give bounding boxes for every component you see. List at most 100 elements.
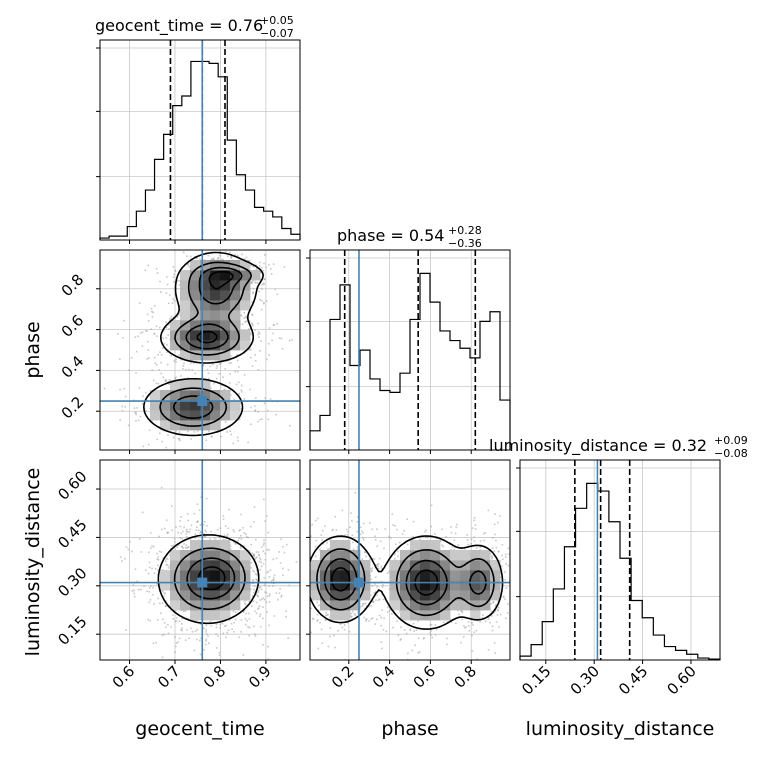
sample-point [160,291,162,293]
sample-point [219,623,222,626]
density-cell [410,590,421,601]
sample-point [254,610,256,613]
sample-point [259,299,261,301]
sample-point [166,283,169,286]
sample-point [260,565,263,568]
sample-point [134,568,137,570]
sample-point [255,281,257,284]
sample-point [380,641,383,643]
hist-panel-geocent-time [99,40,301,240]
sample-point [317,517,319,520]
sample-point [147,443,150,446]
sample-point [133,407,136,410]
sample-point [165,563,168,566]
sample-point [223,389,226,391]
sample-point [266,571,268,574]
sample-point [250,281,252,283]
sample-point [140,551,143,553]
sample-point [185,544,188,546]
sample-point [490,610,493,613]
sample-point [491,555,493,557]
sample-point [407,652,409,655]
sample-point [326,614,328,616]
sample-point [157,556,160,558]
sample-point [187,262,189,265]
sample-point [257,591,260,594]
sample-point [160,551,163,553]
sample-point [243,600,246,602]
sample-point [161,656,164,659]
sample-point [185,533,187,535]
sample-point [263,278,266,280]
sample-point [264,397,267,399]
density-cell [390,600,401,611]
sample-point [150,310,153,313]
density-cell [200,300,211,311]
sample-point [383,547,385,550]
sample-point [388,588,391,591]
sample-point [233,541,235,544]
sample-point [233,630,235,633]
sample-point [511,599,513,601]
sample-point [229,394,232,396]
density-cell [320,600,331,611]
sample-point [225,624,227,627]
sample-point [178,439,181,442]
sample-point [269,569,272,571]
sample-point [173,360,176,362]
sample-point [147,618,150,621]
sample-point [238,366,240,368]
density-cell [390,560,401,571]
density-cell [330,550,341,561]
sample-point [221,622,224,625]
density-cell [350,590,361,601]
sample-point [280,337,283,340]
sample-point [260,288,263,290]
sample-point [160,486,163,489]
sample-point [247,626,249,628]
sample-point [185,530,188,533]
sample-point [240,389,243,391]
sample-point [263,598,266,601]
sample-point [487,618,490,620]
sample-point [282,574,284,577]
sample-point [304,576,306,578]
title-geocent-time-minus: −0.07 [260,27,294,40]
sample-point [174,651,177,654]
density-cell [330,600,341,611]
sample-point [256,569,258,572]
sample-point [505,556,507,558]
sample-point [220,384,223,387]
sample-point [210,387,212,390]
sample-point [156,552,158,555]
density-cell [390,570,401,581]
sample-point [187,430,189,433]
density-cell [330,610,341,621]
sample-point [203,627,205,630]
sample-point [136,580,138,583]
sample-point [187,377,189,379]
sample-point [254,633,256,636]
density-cell [440,550,451,561]
sample-point [162,429,165,432]
sample-point [127,548,130,551]
sample-point [370,578,372,581]
sample-point [234,611,237,613]
sample-point [446,637,448,640]
density-cell [200,570,211,581]
density-cell [200,280,211,291]
sample-point [378,557,381,560]
sample-point [174,433,177,436]
sample-point [382,598,385,601]
sample-point [433,533,436,535]
sample-point [161,618,164,621]
sample-point [123,387,126,390]
density-cell [170,560,181,571]
sample-point [226,360,228,362]
sample-point [240,314,242,317]
sample-point [378,598,381,601]
sample-point [289,522,291,524]
sample-point [494,513,496,515]
sample-point [205,640,207,642]
title-luminosity-distance-minus: −0.08 [714,447,748,460]
